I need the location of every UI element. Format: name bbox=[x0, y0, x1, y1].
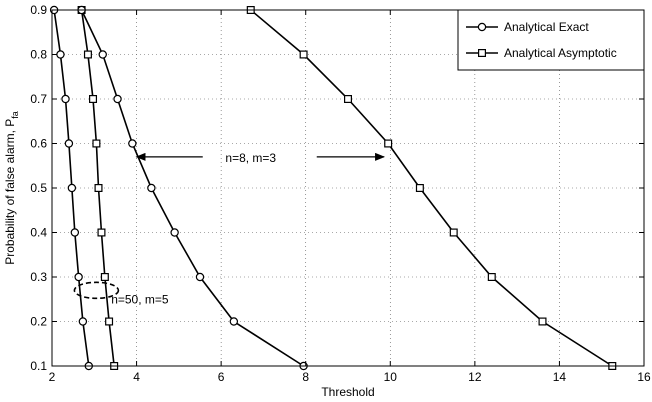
circle-marker bbox=[56, 50, 65, 59]
square-marker bbox=[89, 94, 98, 103]
y-tick-label: 0.1 bbox=[30, 359, 47, 373]
square-marker bbox=[344, 94, 353, 103]
grid bbox=[52, 10, 644, 366]
circle-marker bbox=[195, 272, 205, 282]
y-tick-label: 0.7 bbox=[30, 92, 47, 106]
series-layer bbox=[49, 5, 617, 371]
circle-marker bbox=[147, 183, 156, 193]
x-tick-label: 2 bbox=[49, 370, 56, 384]
y-tick-label: 0.6 bbox=[30, 137, 47, 151]
circle-marker bbox=[64, 139, 74, 148]
circle-marker bbox=[67, 183, 77, 193]
square-marker bbox=[487, 273, 496, 282]
x-axis-label: Threshold bbox=[321, 385, 374, 399]
series-2 bbox=[77, 5, 308, 371]
circle-marker bbox=[74, 272, 83, 282]
annotation-layer: n=8, m=3 n=50, m=5 bbox=[73, 151, 386, 307]
x-tick-label: 16 bbox=[637, 370, 651, 384]
square-marker bbox=[105, 317, 114, 326]
square-marker bbox=[299, 50, 308, 59]
legend-label: Analytical Exact bbox=[504, 20, 589, 34]
y-tick-label: 0.3 bbox=[30, 270, 47, 284]
y-axis-ticks: 0.1 0.2 0.3 0.4 0.5 0.6 0.7 0.8 0.9 bbox=[30, 3, 644, 373]
circle-marker bbox=[128, 139, 137, 148]
annotation-n50-m5: n=50, m=5 bbox=[111, 293, 169, 307]
legend-item: Analytical Asymptotic bbox=[466, 46, 617, 60]
circle-marker bbox=[477, 22, 487, 32]
legend: Analytical Exact Analytical Asymptotic bbox=[457, 9, 645, 71]
x-tick-label: 10 bbox=[384, 370, 398, 384]
circle-marker bbox=[170, 228, 179, 237]
series-0 bbox=[49, 5, 93, 371]
y-axis-label-main: Probability of false alarm, P bbox=[3, 119, 17, 265]
square-marker bbox=[538, 317, 547, 326]
y-tick-label: 0.8 bbox=[30, 48, 47, 62]
circle-marker bbox=[113, 94, 122, 104]
x-tick-label: 6 bbox=[218, 370, 225, 384]
y-axis-label: Probability of false alarm, Pfa bbox=[3, 111, 20, 265]
circle-marker bbox=[229, 317, 239, 326]
legend-box bbox=[457, 9, 645, 71]
square-marker bbox=[415, 184, 424, 193]
y-axis-label-subscript: fa bbox=[10, 111, 20, 119]
circle-marker bbox=[61, 94, 70, 104]
square-marker bbox=[94, 184, 103, 193]
square-marker bbox=[384, 139, 393, 148]
x-tick-label: 4 bbox=[133, 370, 140, 384]
y-tick-label: 0.4 bbox=[30, 226, 47, 240]
annotation-n8-m3: n=8, m=3 bbox=[225, 151, 276, 165]
square-marker bbox=[478, 48, 487, 57]
legend-item: Analytical Exact bbox=[466, 20, 589, 34]
y-tick-label: 0.2 bbox=[30, 315, 47, 329]
legend-label: Analytical Asymptotic bbox=[504, 46, 617, 60]
series-3 bbox=[246, 5, 617, 371]
circle-marker bbox=[70, 228, 80, 237]
square-marker bbox=[83, 50, 92, 59]
square-marker bbox=[100, 273, 109, 282]
square-marker bbox=[92, 139, 101, 148]
x-tick-label: 8 bbox=[302, 370, 309, 384]
x-axis-ticks: 2 4 6 8 10 12 14 16 bbox=[49, 10, 651, 384]
square-marker bbox=[97, 228, 106, 237]
x-tick-label: 14 bbox=[553, 370, 567, 384]
x-tick-label: 12 bbox=[468, 370, 482, 384]
y-tick-label: 0.5 bbox=[30, 181, 47, 195]
circle-marker bbox=[98, 50, 107, 59]
square-marker bbox=[449, 228, 458, 237]
y-tick-label: 0.9 bbox=[30, 3, 47, 17]
circle-marker bbox=[78, 317, 88, 326]
annotation-ellipse bbox=[73, 281, 120, 300]
